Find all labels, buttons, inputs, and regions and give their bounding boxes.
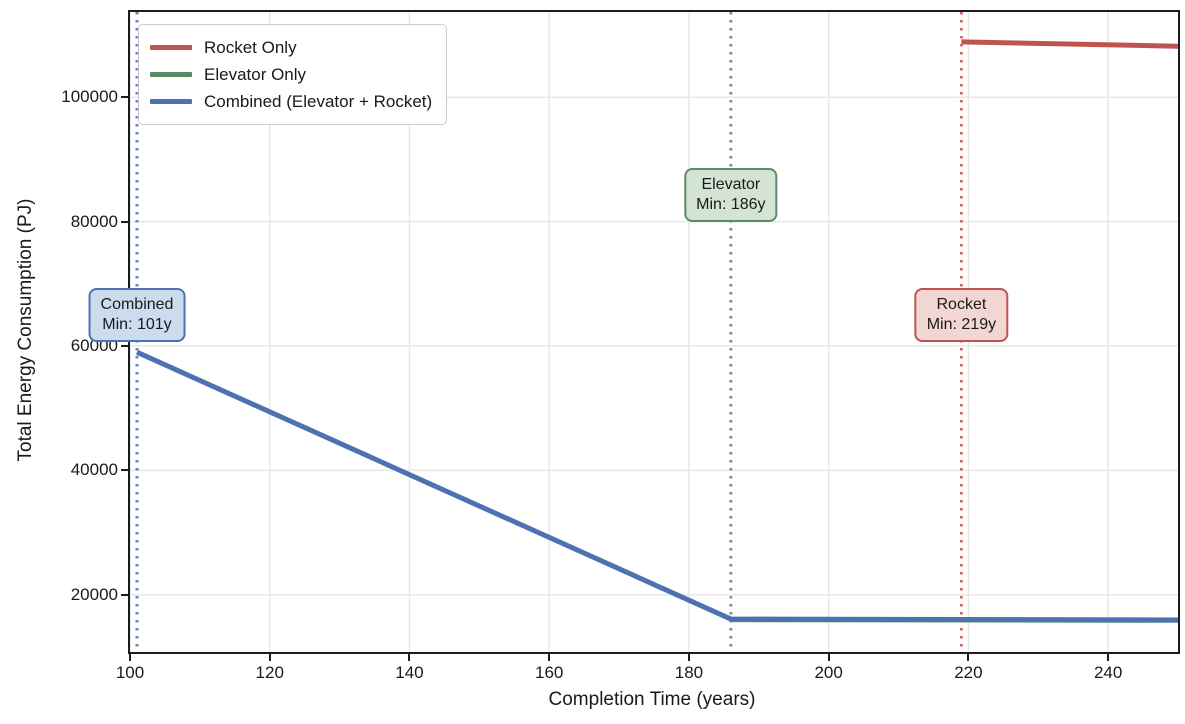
x-tick-mark <box>408 654 411 661</box>
y-tick-label: 80000 <box>70 211 118 231</box>
legend-label: Rocket Only <box>204 37 297 57</box>
y-tick-mark <box>121 96 128 99</box>
legend: Rocket Only Elevator Only Combined (Elevat… <box>138 24 448 125</box>
x-tick-label: 160 <box>535 663 564 682</box>
combined-min-label: Combined Min: 101y <box>88 287 186 342</box>
legend-swatch-icon <box>150 99 192 104</box>
x-tick-label: 200 <box>814 663 843 682</box>
annotation-text: Min: 101y <box>102 315 172 333</box>
x-tick-label: 100 <box>115 663 145 682</box>
x-tick-mark <box>268 654 271 661</box>
y-tick-mark <box>121 220 128 223</box>
x-axis-label: Completion Time (years) <box>548 689 756 710</box>
y-tick-label: 100000 <box>61 87 118 107</box>
plot-area: Combined Min: 101y Elevator Min: 186y Rocket… <box>88 10 1180 654</box>
series-line-2 <box>135 349 1178 623</box>
annotation-text: Elevator <box>701 175 761 193</box>
annotation-text: Min: 186y <box>696 195 766 213</box>
legend-label: Combined (Elevator + Rocket) <box>204 91 433 111</box>
legend-label: Elevator Only <box>204 64 307 84</box>
x-tick-mark <box>129 654 131 661</box>
x-tick-label: 220 <box>954 663 983 682</box>
x-tick-mark <box>687 654 690 661</box>
y-tick-mark <box>121 469 128 472</box>
x-tick-mark <box>967 654 970 661</box>
y-tick-mark <box>121 344 128 347</box>
annotation-text: Combined <box>100 295 174 313</box>
y-axis-label: Total Energy Consumption (PJ) <box>15 198 36 462</box>
y-tick-label: 40000 <box>70 460 118 480</box>
annotation-text: Min: 219y <box>926 315 997 333</box>
x-tick-mark <box>548 654 551 661</box>
legend-item-1: Elevator Only <box>150 61 432 88</box>
x-tick-mark <box>1107 654 1110 661</box>
y-tick-mark <box>121 593 128 596</box>
x-tick-label: 180 <box>674 663 704 682</box>
x-tick-label: 120 <box>255 663 284 682</box>
legend-swatch-icon <box>150 72 192 77</box>
elevator-min-label: Elevator Min: 186y <box>684 167 778 222</box>
annotation-text: Rocket <box>936 295 987 313</box>
y-tick-label: 20000 <box>70 584 118 604</box>
x-tick-label: 240 <box>1093 663 1123 682</box>
legend-item-0: Rocket Only <box>150 34 432 61</box>
series-line-0 <box>961 39 1178 49</box>
rocket-min-label: Rocket Min: 219y <box>914 287 1009 342</box>
x-tick-label: 140 <box>395 663 424 682</box>
legend-swatch-icon <box>150 45 192 50</box>
x-tick-mark <box>827 654 830 661</box>
legend-item-2: Combined (Elevator + Rocket) <box>150 88 432 115</box>
